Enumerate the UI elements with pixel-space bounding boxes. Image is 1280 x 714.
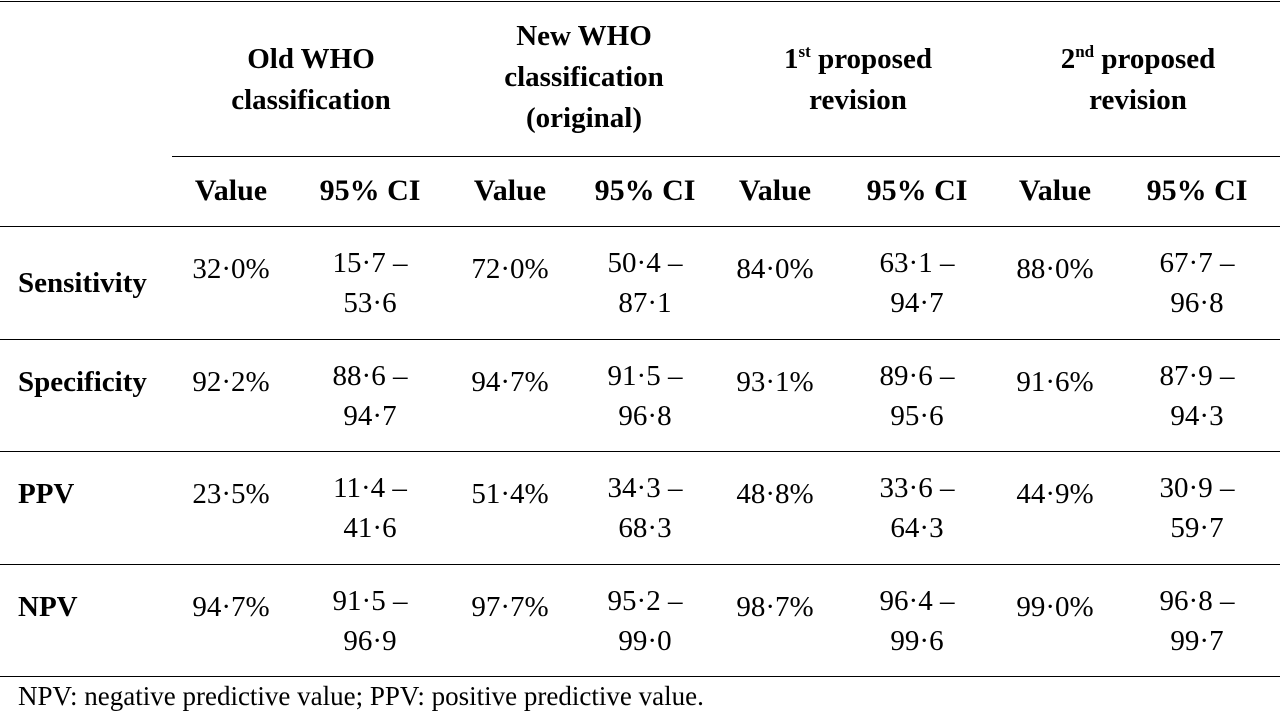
value-cell: 92·2%	[192, 366, 270, 398]
row-rule	[0, 564, 1280, 565]
ci-cell: 63·1 –94·7	[879, 247, 955, 319]
value-cell: 94·7%	[471, 366, 549, 398]
row-label-sensitivity: Sensitivity	[18, 267, 147, 299]
value-cell: 72·0%	[471, 253, 549, 285]
header-bottom-rule	[0, 226, 1280, 227]
group-header-second-revision: 2nd proposed revision	[1060, 42, 1216, 116]
group-header-old-who: Old WHO classification	[231, 43, 391, 116]
subheader-rule	[172, 156, 1280, 157]
row-label-npv: NPV	[18, 591, 78, 623]
row-rule	[0, 451, 1280, 452]
ci-cell: 50·4 –87·1	[607, 247, 683, 319]
ci-cell: 11·4 –41·6	[333, 472, 407, 544]
value-cell: 32·0%	[192, 253, 270, 285]
subheader-value: Value	[473, 174, 547, 207]
top-rule	[0, 1, 1280, 2]
ci-cell: 30·9 –59·7	[1159, 472, 1235, 544]
ci-cell: 88·6 –94·7	[332, 359, 408, 432]
subheader-ci: 95% CI	[866, 174, 968, 207]
table-footnote: NPV: negative predictive value; PPV: pos…	[18, 681, 704, 711]
row-label-specificity: Specificity	[18, 366, 147, 398]
group-header-first-revision: 1st proposed revision	[784, 42, 932, 116]
ci-cell: 67·7 –96·8	[1159, 247, 1235, 319]
row-rule	[0, 339, 1280, 340]
ci-cell: 34·3 –68·3	[607, 472, 683, 544]
value-cell: 88·0%	[1016, 253, 1094, 285]
value-cell: 93·1%	[736, 366, 814, 398]
value-cell: 48·8%	[736, 478, 814, 510]
ci-cell: 95·2 –99·0	[607, 584, 683, 657]
ci-cell: 89·6 –95·6	[879, 359, 955, 432]
value-cell: 91·6%	[1016, 366, 1094, 398]
value-cell: 97·7%	[471, 591, 549, 623]
ci-cell: 15·7 –53·6	[332, 247, 408, 319]
ci-cell: 91·5 –96·8	[607, 359, 683, 432]
row-label-ppv: PPV	[18, 478, 75, 510]
subheader-ci: 95% CI	[1146, 174, 1248, 207]
bottom-rule	[0, 676, 1280, 677]
subheader-ci: 95% CI	[319, 174, 421, 207]
value-cell: 99·0%	[1016, 591, 1094, 623]
ci-cell: 33·6 –64·3	[879, 472, 955, 544]
value-cell: 84·0%	[736, 253, 814, 285]
ci-cell: 87·9 –94·3	[1159, 359, 1235, 432]
subheader-value: Value	[738, 174, 812, 207]
value-cell: 23·5%	[192, 478, 270, 510]
value-cell: 44·9%	[1016, 478, 1094, 510]
subheader-value: Value	[1018, 174, 1092, 207]
subheader-value: Value	[194, 174, 268, 207]
ci-cell: 96·8 –99·7	[1159, 584, 1235, 657]
ci-cell: 96·4 –99·6	[879, 584, 955, 657]
value-cell: 98·7%	[736, 591, 814, 623]
subheader-ci: 95% CI	[594, 174, 696, 207]
value-cell: 94·7%	[192, 591, 270, 623]
value-cell: 51·4%	[471, 478, 549, 510]
group-header-new-who: New WHO classification (original)	[504, 19, 664, 134]
ci-cell: 91·5 –96·9	[332, 584, 408, 657]
